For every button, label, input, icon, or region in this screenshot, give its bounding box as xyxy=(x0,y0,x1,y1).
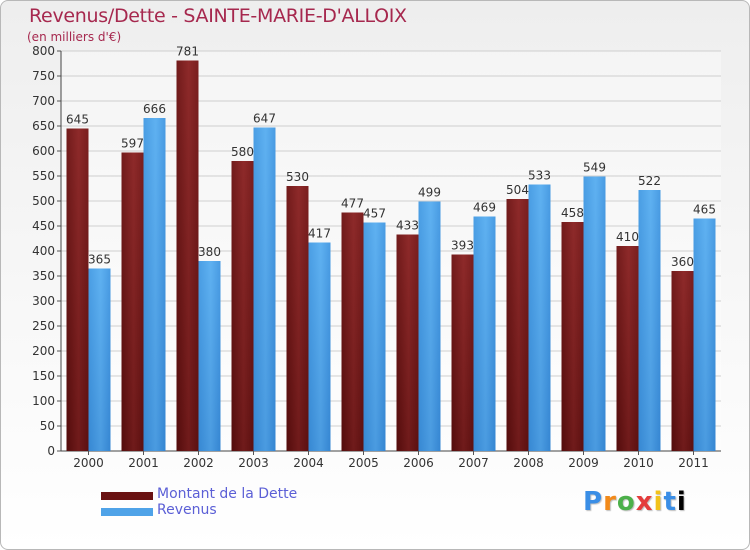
bar-revenus-shade xyxy=(583,176,606,451)
data-label-dette: 477 xyxy=(341,197,364,211)
data-label-dette: 597 xyxy=(121,137,144,151)
data-label-revenus: 417 xyxy=(308,227,331,241)
y-tick-label: 800 xyxy=(32,44,55,58)
bar-revenus-shade xyxy=(693,218,716,451)
data-label-dette: 458 xyxy=(561,206,584,220)
data-label-dette: 781 xyxy=(176,45,199,59)
bar-dette-shade xyxy=(671,271,694,451)
x-tick-label: 2005 xyxy=(348,456,379,470)
x-tick-label: 2006 xyxy=(403,456,434,470)
data-label-dette: 504 xyxy=(506,183,529,197)
bar-revenus-shade xyxy=(253,127,276,451)
axes: 0 50 100 150 200 250 300 350 400 450 500 550 600 650 7… xyxy=(32,44,721,470)
bar-dette-shade xyxy=(451,254,474,451)
y-tick-label: 150 xyxy=(32,369,55,383)
data-label-revenus: 365 xyxy=(88,253,111,267)
legend-label-revenus: Revenus xyxy=(157,502,217,518)
chart-title: Revenus/Dette - SAINTE-MARIE-D'ALLOIX xyxy=(29,5,407,27)
bar-revenus-shade xyxy=(308,242,331,451)
y-tick-label: 550 xyxy=(32,169,55,183)
y-tick-label: 750 xyxy=(32,69,55,83)
bar-dette-shade xyxy=(616,246,639,451)
data-label-dette: 360 xyxy=(671,255,694,269)
bar-dette-shade xyxy=(286,186,309,451)
bar-revenus-shade xyxy=(473,216,496,451)
x-tick-label: 2000 xyxy=(73,456,104,470)
bar-dette-shade xyxy=(561,222,584,451)
proxiti-logo: Proxiti xyxy=(583,487,687,517)
y-tick-label: 100 xyxy=(32,394,55,408)
x-tick-label: 2009 xyxy=(568,456,599,470)
bar-dette-shade xyxy=(231,161,254,451)
y-tick-label: 50 xyxy=(40,419,55,433)
x-tick-label: 2003 xyxy=(238,456,269,470)
bar-revenus-shade xyxy=(198,261,221,451)
y-tick-label: 650 xyxy=(32,119,55,133)
bar-dette-shade xyxy=(121,152,144,451)
y-tick-label: 300 xyxy=(32,294,55,308)
bar-dette-shade xyxy=(506,199,529,451)
y-tick-label: 700 xyxy=(32,94,55,108)
legend-swatch-revenus xyxy=(101,508,153,516)
data-label-dette: 410 xyxy=(616,230,639,244)
data-label-revenus: 380 xyxy=(198,245,221,259)
bar-revenus-shade xyxy=(418,201,441,451)
x-tick-label: 2010 xyxy=(623,456,654,470)
bar-dette-shade xyxy=(66,128,89,451)
bar-dette-shade xyxy=(176,60,199,451)
data-label-revenus: 647 xyxy=(253,112,276,126)
bar-revenus-shade xyxy=(88,268,111,451)
y-tick-label: 0 xyxy=(47,444,55,458)
legend-swatch-debt xyxy=(101,492,153,500)
y-tick-label: 450 xyxy=(32,219,55,233)
y-tick-label: 200 xyxy=(32,344,55,358)
data-label-dette: 645 xyxy=(66,113,89,127)
data-label-dette: 393 xyxy=(451,239,474,253)
y-tick-label: 350 xyxy=(32,269,55,283)
data-label-revenus: 549 xyxy=(583,161,606,175)
data-label-revenus: 499 xyxy=(418,186,441,200)
data-label-revenus: 533 xyxy=(528,169,551,183)
y-tick-label: 500 xyxy=(32,194,55,208)
x-tick-label: 2011 xyxy=(678,456,709,470)
y-tick-label: 250 xyxy=(32,319,55,333)
bar-revenus-shade xyxy=(528,184,551,451)
data-label-revenus: 469 xyxy=(473,201,496,215)
data-label-revenus: 522 xyxy=(638,174,661,188)
bar-revenus-shade xyxy=(143,118,166,451)
x-tick-label: 2001 xyxy=(128,456,159,470)
x-tick-label: 2007 xyxy=(458,456,489,470)
legend-label-debt: Montant de la Dette xyxy=(157,486,298,502)
data-label-revenus: 465 xyxy=(693,203,716,217)
grid-lines xyxy=(61,50,721,452)
bars xyxy=(66,60,716,451)
bar-revenus-shade xyxy=(638,190,661,451)
bar-dette-shade xyxy=(396,234,419,451)
data-label-revenus: 666 xyxy=(143,102,166,116)
bar-revenus-shade xyxy=(363,222,386,451)
x-tick-label: 2008 xyxy=(513,456,544,470)
x-tick-label: 2002 xyxy=(183,456,214,470)
data-label-dette: 530 xyxy=(286,170,309,184)
x-tick-label: 2004 xyxy=(293,456,324,470)
data-label-dette: 433 xyxy=(396,219,419,233)
data-label-dette: 580 xyxy=(231,145,254,159)
y-tick-label: 600 xyxy=(32,144,55,158)
bar-dette-shade xyxy=(341,212,364,451)
chart-subtitle: (en milliers d'€) xyxy=(27,30,122,44)
data-label-revenus: 457 xyxy=(363,207,386,221)
y-tick-label: 400 xyxy=(32,244,55,258)
